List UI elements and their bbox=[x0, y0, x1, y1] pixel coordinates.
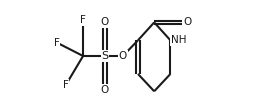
Text: F: F bbox=[63, 80, 69, 90]
Text: S: S bbox=[101, 51, 108, 61]
Text: F: F bbox=[54, 38, 60, 48]
Text: O: O bbox=[101, 17, 109, 27]
Text: O: O bbox=[183, 17, 191, 27]
Text: F: F bbox=[80, 15, 86, 25]
Text: O: O bbox=[101, 85, 109, 95]
Text: NH: NH bbox=[171, 35, 187, 45]
Text: O: O bbox=[119, 51, 127, 61]
